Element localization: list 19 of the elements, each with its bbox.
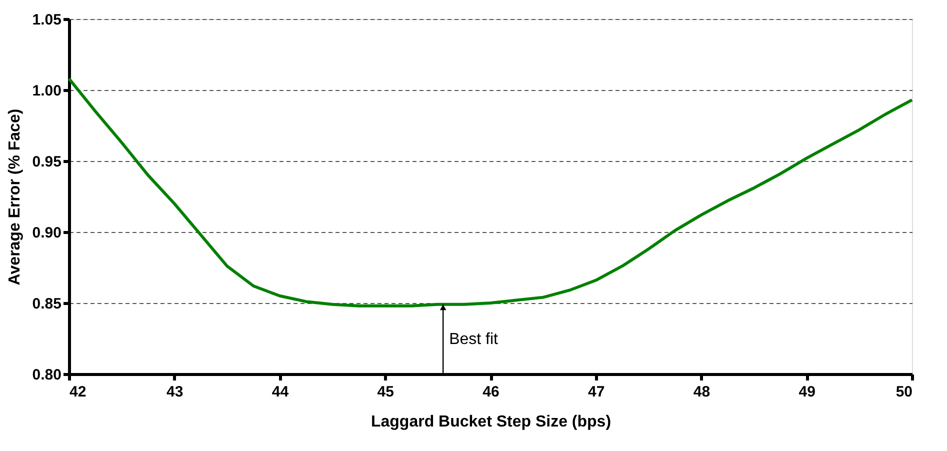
x-tick-label: 49 — [798, 384, 816, 400]
x-tick-label: 44 — [272, 384, 290, 400]
x-tick-label: 48 — [693, 384, 710, 400]
y-tick-label: 1.05 — [32, 12, 62, 28]
annotation: Best fit — [449, 331, 499, 348]
line-series — [68, 77, 914, 308]
x-tick-label: 50 — [896, 384, 912, 400]
y-tick-label: 0.80 — [32, 366, 62, 384]
y-tick-label: 0.90 — [32, 224, 62, 242]
y-axis-title: Average Error (% Face) — [6, 108, 24, 286]
x-tick-label: 47 — [588, 384, 605, 400]
x-tick-label: 43 — [166, 384, 184, 400]
y-tick-label: 0.95 — [32, 154, 62, 170]
y-tick-label: 0.85 — [32, 296, 62, 312]
x-tick-label: 46 — [482, 384, 500, 400]
x-tick-label: 45 — [377, 384, 394, 400]
x-axis-title: Laggard Bucket Step Size (bps) — [370, 414, 612, 430]
x-tick-label: 42 — [70, 384, 86, 400]
y-tick-label: 1.00 — [32, 82, 62, 100]
